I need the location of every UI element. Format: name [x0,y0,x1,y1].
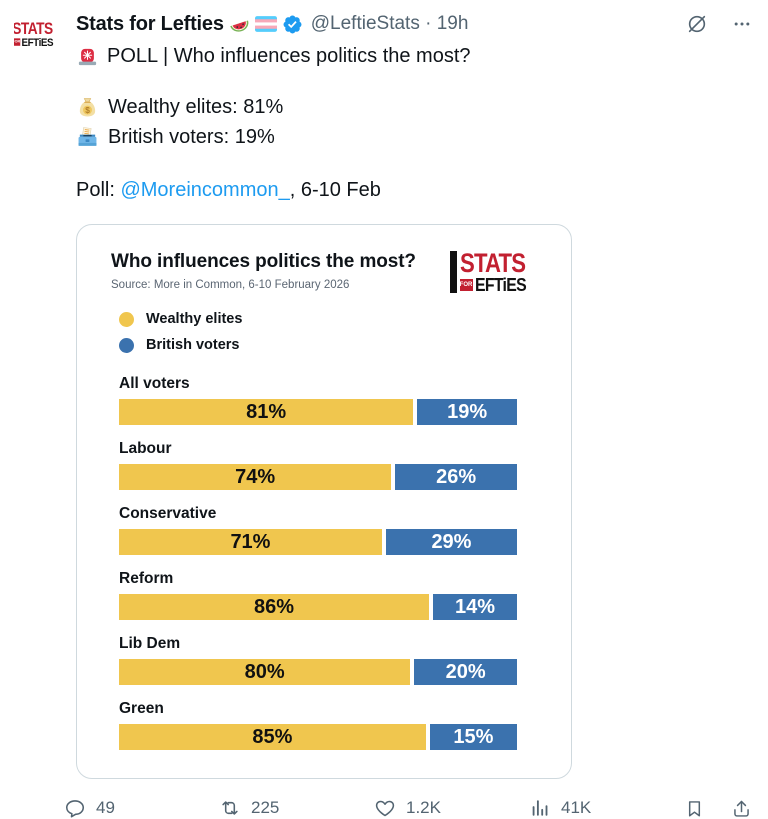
chart-rows: All voters 81% 19% Labour 74% 26% Conservative… [119,375,517,750]
logo-stats-text: STATS [14,19,53,38]
views-button[interactable]: 41K [529,797,684,819]
poll-line-voters: British voters: 19% [76,122,752,152]
reply-button[interactable]: 49 [64,797,219,819]
repost-count: 225 [251,798,280,817]
poll-line-text: British voters: 19% [108,126,275,148]
attribution-prefix: Poll: [76,179,121,201]
chart-legend: Wealthy elites British voters [119,311,547,353]
category-label: All voters [119,375,190,392]
logo-stats-text: STATS [459,248,526,278]
chart-source: Source: More in Common, 6-10 February 20… [111,279,350,291]
ballot-box-icon [76,126,99,149]
british-voters-bar-segment: 29% [385,529,517,555]
poll-line-wealthy: $ Wealthy elites: 81% [76,92,752,122]
watermelon-icon [229,14,250,35]
bar-track: 71% 29% [119,529,517,555]
chart-title: Who influences politics the most? [111,251,416,272]
bar-track: 74% 26% [119,464,517,490]
bookmark-button[interactable] [684,798,705,819]
british-voters-bar-segment: 20% [414,659,517,685]
like-icon [375,800,395,817]
grok-icon[interactable] [686,13,708,35]
reply-icon [65,800,85,818]
bar-track: 85% 15% [119,724,517,750]
wealthy-elites-bar-segment: 74% [119,464,392,490]
category-label: Conservative [119,505,217,522]
money-bag-icon: $ [76,96,99,119]
chart-row: Lib Dem 80% 20% [119,635,517,685]
legend-item-british-voters: British voters [119,337,547,353]
tweet-text: POLL | Who influences politics the most? [107,45,471,67]
chart-row: Green 85% 15% [119,700,517,750]
logo-lefties-text: EFTiES [474,275,527,295]
views-icon [532,800,548,816]
logo-bar [449,251,457,293]
svg-text:$: $ [85,104,90,114]
attribution-suffix: , 6-10 Feb [289,179,381,201]
wealthy-elites-bar-segment: 86% [119,594,430,620]
poll-line-text: Wealthy elites: 81% [108,96,284,118]
wealthy-elites-bar-segment: 80% [119,659,411,685]
chart-row: Reform 86% 14% [119,570,517,620]
verified-badge-icon[interactable] [282,14,303,35]
share-icon [734,800,749,817]
stats-for-lefties-logo: STATS FOR EFTiES [14,19,62,49]
display-name[interactable]: Stats for Lefties [76,12,224,35]
logo-for-box: FOR [459,279,473,291]
tweet-header-row: Stats for Lefties [76,10,752,38]
tweet-action-bar: 49 225 1.2K 41K [64,797,752,819]
like-button[interactable]: 1.2K [374,797,529,819]
category-label: Lib Dem [119,635,181,652]
avatar[interactable]: STATS FOR EFTiES [14,10,62,58]
siren-light-icon [76,45,99,68]
trans-flag-icon [254,16,277,32]
view-count: 41K [561,798,592,817]
bar-track: 80% 20% [119,659,517,685]
wealthy-elites-bar-segment: 85% [119,724,426,750]
dot-separator: · [425,13,432,34]
timestamp: 19h [436,13,469,34]
british-voters-bar-segment: 26% [395,464,517,490]
bookmark-icon [688,800,701,817]
mention-link[interactable]: @Moreincommon_ [120,179,290,201]
legend-item-wealthy-elites: Wealthy elites [119,311,547,327]
bar-track: 86% 14% [119,594,517,620]
logo-lefties-text: EFTiES [21,35,54,49]
repost-button[interactable]: 225 [219,797,374,819]
chart-row: Conservative 71% 29% [119,505,517,555]
share-button[interactable] [731,798,752,819]
chart-row: All voters 81% 19% [119,375,517,425]
british-voters-bar-segment: 15% [429,724,517,750]
more-icon[interactable] [732,14,752,34]
wealthy-elites-bar-segment: 71% [119,529,382,555]
bar-track: 81% 19% [119,399,517,425]
british-voters-bar-segment: 19% [417,399,517,425]
poll-results-block: $ Wealthy elites: 81% [76,92,752,152]
legend-dot-yellow [119,311,134,327]
chart-row: Labour 74% 26% [119,440,517,490]
legend-dot-blue [119,337,134,353]
legend-label: British voters [146,337,240,353]
category-label: Reform [119,570,174,587]
handle: @LeftieStats [310,13,420,34]
stats-for-lefties-logo: STATS FOR EFTiES [449,248,540,295]
category-label: Green [119,700,164,717]
wealthy-elites-bar-segment: 81% [119,399,414,425]
british-voters-bar-segment: 14% [433,594,517,620]
poll-attribution: Poll: @Moreincommon_, 6-10 Feb [76,177,752,203]
like-count: 1.2K [406,798,441,817]
legend-label: Wealthy elites [146,311,243,327]
category-label: Labour [119,440,172,457]
chart-card-header: Who influences politics the most? Source… [111,248,547,295]
chart-card[interactable]: Who influences politics the most? Source… [76,224,572,779]
reply-count: 49 [96,798,115,817]
tweet-text-line1: POLL | Who influences politics the most? [76,43,752,70]
logo-for-box: FOR [14,38,21,46]
handle-and-time[interactable]: @LeftieStats · 19h [311,13,469,35]
repost-icon [222,801,238,815]
